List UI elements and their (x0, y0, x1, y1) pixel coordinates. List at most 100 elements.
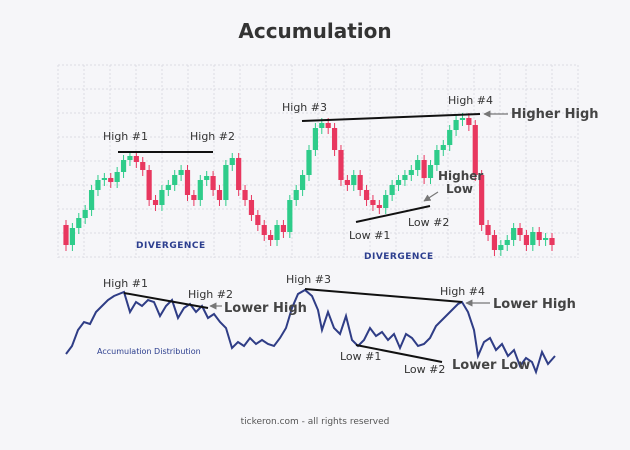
candle-body (331, 128, 338, 150)
candle-body (242, 190, 248, 200)
candle-body (108, 178, 114, 182)
label: Low #1 (340, 350, 381, 363)
candle-body (466, 118, 472, 125)
divergence-label: DIVERGENCE (136, 241, 206, 251)
label: High #3 (286, 273, 331, 286)
candle-body (543, 238, 549, 240)
candle-body (280, 225, 287, 232)
candle-body (178, 170, 184, 175)
footer: tickeron.com - all rights reserved (241, 417, 390, 427)
label: High #2 (188, 288, 233, 301)
trend-line (301, 113, 481, 122)
candle-body (363, 190, 370, 200)
candle-body (159, 190, 165, 205)
candle-body (300, 175, 306, 190)
callout: Lower Low (452, 358, 530, 373)
candle-body (82, 210, 88, 218)
candle-body (376, 205, 382, 208)
candle-body (421, 160, 427, 178)
candle-body (491, 235, 498, 250)
candle-body (389, 185, 395, 195)
candle-body (434, 150, 440, 165)
candle-body (370, 200, 376, 205)
candle-body (165, 185, 171, 190)
candle-body (498, 245, 504, 250)
candle-body (152, 200, 159, 205)
candle-body (248, 200, 255, 215)
candles (63, 113, 555, 256)
candle-body (549, 238, 555, 245)
candle-body (523, 235, 530, 245)
candle-body (504, 240, 510, 245)
indicator-line (65, 288, 556, 376)
trend-line (355, 344, 443, 363)
candle-body (184, 170, 191, 195)
callout: Lower High (493, 297, 576, 312)
candle-body (101, 178, 107, 180)
candle-body (530, 232, 536, 245)
trend-line (123, 292, 209, 309)
candle-body (210, 176, 216, 190)
trend-line (355, 205, 431, 223)
label: High #2 (190, 130, 235, 143)
label: High #4 (448, 94, 493, 107)
trend-line (304, 288, 463, 303)
candle-body (395, 180, 402, 185)
candle-body (447, 130, 453, 145)
candle-body (95, 180, 101, 190)
candle-body (204, 176, 210, 180)
candle-body (191, 195, 197, 200)
candle-body (216, 190, 223, 200)
candle-body (197, 180, 203, 200)
label: High #3 (282, 101, 327, 114)
candle-body (274, 225, 280, 240)
callout: Higher High (511, 107, 599, 122)
candle-body (472, 125, 478, 175)
candle-body (344, 180, 350, 185)
candle-body (287, 200, 293, 232)
candle-body (408, 170, 414, 175)
candle-body (383, 195, 389, 208)
candle-body (511, 228, 517, 240)
candle-body (120, 160, 127, 172)
candle-body (306, 150, 312, 175)
candle-body (415, 160, 421, 170)
candle-body (453, 120, 459, 130)
candle-body (172, 175, 178, 185)
candle-body (76, 218, 82, 228)
label: High #1 (103, 277, 148, 290)
candle-body (268, 235, 274, 240)
candle-body (140, 162, 146, 170)
candle-body (69, 228, 75, 245)
candle-body (229, 158, 235, 165)
label: Low #2 (408, 216, 449, 229)
candle-body (357, 175, 363, 190)
candle-body (440, 145, 446, 150)
candle-body (312, 128, 318, 150)
candle-body (88, 190, 95, 210)
candle-body (293, 190, 299, 200)
candle-body (127, 156, 133, 160)
candle-body (114, 172, 120, 182)
candle-body (319, 123, 325, 128)
candle-body (351, 175, 357, 185)
candle-body (536, 232, 542, 240)
candle-body (325, 123, 331, 128)
label: High #1 (103, 130, 148, 143)
label: Low #2 (404, 363, 445, 376)
callout: Lower High (224, 301, 307, 316)
candle-body (479, 175, 485, 225)
callout: Higher (438, 169, 483, 183)
candle-body (459, 118, 466, 120)
label: High #4 (440, 285, 485, 298)
candle-body (402, 175, 408, 180)
candle-body (517, 228, 523, 235)
candle-body (255, 215, 261, 225)
candle-body (485, 225, 491, 235)
candle-body (146, 170, 152, 200)
indicator-name: Accumulation Distribution (97, 347, 201, 356)
candle-body (223, 165, 229, 200)
candle-body (63, 225, 69, 245)
